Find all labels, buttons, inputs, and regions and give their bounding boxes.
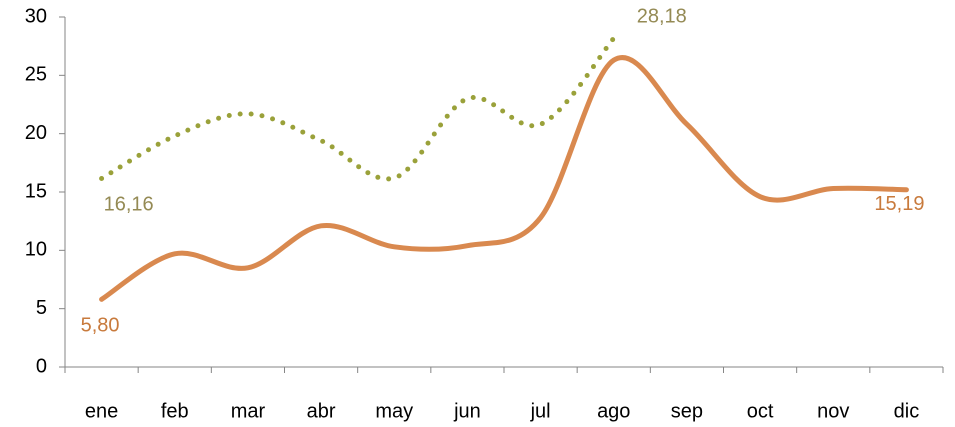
y-tick-label: 10 xyxy=(25,239,47,261)
data-label: 15,19 xyxy=(874,193,924,215)
data-label: 5,80 xyxy=(81,315,120,337)
y-tick-label: 25 xyxy=(25,64,47,86)
x-tick-label: nov xyxy=(817,400,849,422)
x-tick-label: jul xyxy=(530,400,551,422)
x-tick-label: dic xyxy=(894,400,920,422)
series-line xyxy=(99,55,909,302)
x-tick-label: may xyxy=(375,400,413,422)
x-tick-label: ago xyxy=(597,400,630,422)
x-tick-label: jun xyxy=(453,400,481,422)
x-tick-label: feb xyxy=(161,400,189,422)
series-line xyxy=(99,35,617,182)
x-tick-label: sep xyxy=(671,400,703,422)
y-tick-label: 5 xyxy=(36,297,47,319)
y-tick-label: 0 xyxy=(36,355,47,377)
x-tick-label: oct xyxy=(747,400,774,422)
data-label: 16,16 xyxy=(104,194,154,216)
y-tick-label: 20 xyxy=(25,122,47,144)
y-tick-label: 15 xyxy=(25,180,47,202)
x-tick-label: abr xyxy=(307,400,336,422)
x-tick-label: mar xyxy=(231,400,266,422)
x-tick-label: ene xyxy=(85,400,118,422)
data-label: 28,18 xyxy=(637,6,687,28)
y-tick-label: 30 xyxy=(25,5,47,27)
